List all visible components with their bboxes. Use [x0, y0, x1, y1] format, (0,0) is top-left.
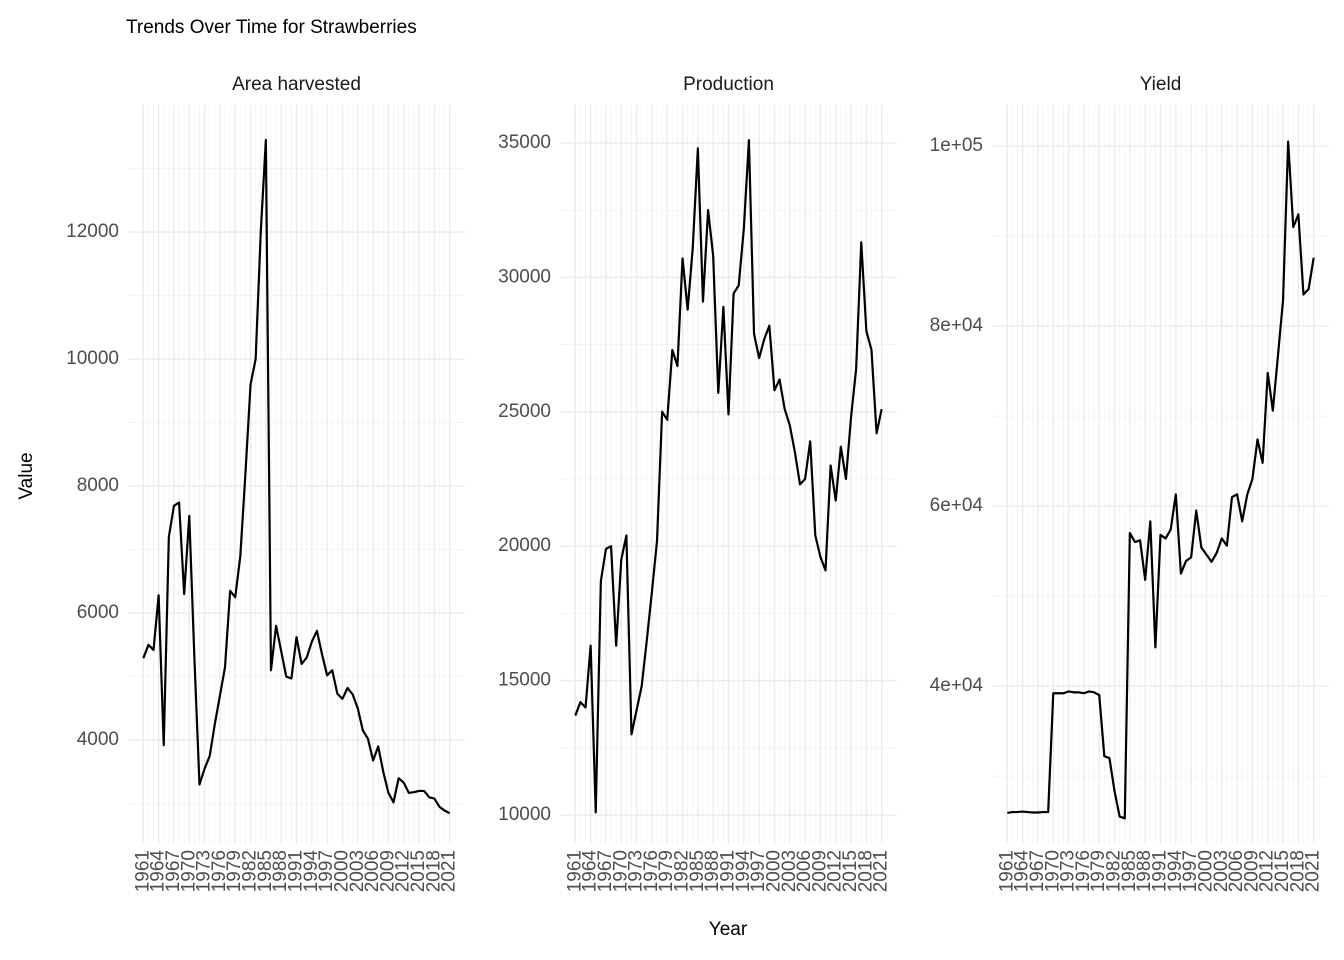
x-tick-label: 2000: [331, 850, 352, 892]
x-tick-label: 1988: [702, 850, 723, 892]
x-tick-label: 1994: [301, 850, 322, 893]
x-tick-label: 1985: [255, 850, 276, 892]
x-tick-label: 1976: [641, 850, 662, 892]
x-tick-label: 2003: [1211, 850, 1232, 892]
x-tick-label: 2012: [1257, 850, 1278, 892]
x-tick-label: 2018: [855, 850, 876, 892]
y-tick-label: 10000: [498, 804, 551, 825]
y-tick-label: 15000: [498, 670, 551, 691]
x-tick-label: 2012: [393, 850, 414, 892]
y-tick-label: 30000: [498, 266, 551, 287]
x-tick-label: 1967: [595, 850, 616, 892]
x-tick-label: 1976: [209, 850, 230, 892]
y-tick-label: 25000: [498, 401, 551, 422]
x-tick-label: 1979: [1088, 850, 1109, 892]
x-tick-label: 2012: [825, 850, 846, 892]
y-tick-label: 6000: [77, 602, 119, 623]
y-tick-label: 10000: [66, 348, 119, 369]
x-tick-label: 1988: [270, 850, 291, 892]
x-axis-label: Year: [709, 919, 748, 940]
x-tick-label: 2006: [794, 850, 815, 892]
x-tick-label: 1994: [1165, 850, 1186, 893]
x-tick-label: 2021: [1303, 850, 1324, 892]
x-tick-label: 1973: [194, 850, 215, 892]
x-tick-label: 2021: [871, 850, 892, 892]
x-tick-label: 1988: [1134, 850, 1155, 892]
x-tick-label: 1961: [996, 850, 1017, 892]
x-tick-label: 1985: [687, 850, 708, 892]
x-tick-label: 1982: [1104, 850, 1125, 892]
x-tick-label: 1964: [1012, 850, 1033, 893]
line: [142, 138, 451, 815]
x-tick-label: 1991: [718, 850, 739, 892]
x-tick-label: 2018: [1287, 850, 1308, 892]
y-tick-label: 20000: [498, 535, 551, 556]
facet-label: Area harvested: [232, 74, 361, 95]
x-tick-label: 2009: [1241, 850, 1262, 892]
x-tick-label: 1982: [240, 850, 261, 892]
x-tick-label: 1985: [1119, 850, 1140, 892]
x-tick-label: 2009: [809, 850, 830, 892]
y-tick-label: 1e+05: [930, 135, 983, 156]
x-tick-label: 2015: [1272, 850, 1293, 892]
x-tick-label: 1991: [1150, 850, 1171, 892]
x-tick-label: 1997: [1180, 850, 1201, 892]
facet-label: Production: [683, 74, 774, 95]
x-tick-label: 2015: [840, 850, 861, 892]
x-tick-label: 1982: [672, 850, 693, 892]
x-tick-label: 2015: [408, 850, 429, 892]
x-tick-label: 1964: [148, 850, 169, 893]
x-tick-label: 2003: [779, 850, 800, 892]
x-tick-label: 1970: [610, 850, 631, 892]
x-tick-label: 1970: [178, 850, 199, 892]
x-tick-label: 1991: [286, 850, 307, 892]
x-tick-label: 2018: [423, 850, 444, 892]
x-tick-label: 2000: [763, 850, 784, 892]
y-tick-label: 35000: [498, 132, 551, 153]
line: [1007, 140, 1315, 820]
x-tick-label: 2009: [377, 850, 398, 892]
y-tick-label: 4000: [77, 729, 119, 750]
x-tick-label: 2006: [362, 850, 383, 892]
x-tick-label: 1964: [580, 850, 601, 893]
y-tick-label: 6e+04: [930, 495, 984, 516]
x-tick-label: 1967: [1027, 850, 1048, 892]
x-tick-label: 1967: [163, 850, 184, 892]
line: [574, 139, 883, 814]
y-tick-label: 8e+04: [930, 315, 984, 336]
x-tick-label: 2003: [347, 850, 368, 892]
facet-label: Yield: [1140, 74, 1182, 95]
x-tick-label: 1970: [1042, 850, 1063, 892]
x-tick-label: 1979: [656, 850, 677, 892]
y-tick-label: 4e+04: [930, 675, 984, 696]
y-tick-label: 12000: [66, 221, 119, 242]
x-tick-label: 1997: [316, 850, 337, 892]
x-tick-label: 1979: [224, 850, 245, 892]
y-tick-label: 8000: [77, 475, 119, 496]
x-tick-label: 1961: [564, 850, 585, 892]
x-tick-label: 1973: [626, 850, 647, 892]
x-tick-label: 1994: [733, 850, 754, 893]
x-tick-label: 2021: [439, 850, 460, 892]
chart-title: Trends Over Time for Strawberries: [126, 17, 417, 38]
x-tick-label: 2006: [1226, 850, 1247, 892]
y-axis-label: Value: [16, 452, 37, 499]
x-tick-label: 2000: [1195, 850, 1216, 892]
x-tick-label: 1997: [748, 850, 769, 892]
x-tick-label: 1961: [132, 850, 153, 892]
x-tick-label: 1973: [1058, 850, 1079, 892]
x-tick-label: 1976: [1073, 850, 1094, 892]
